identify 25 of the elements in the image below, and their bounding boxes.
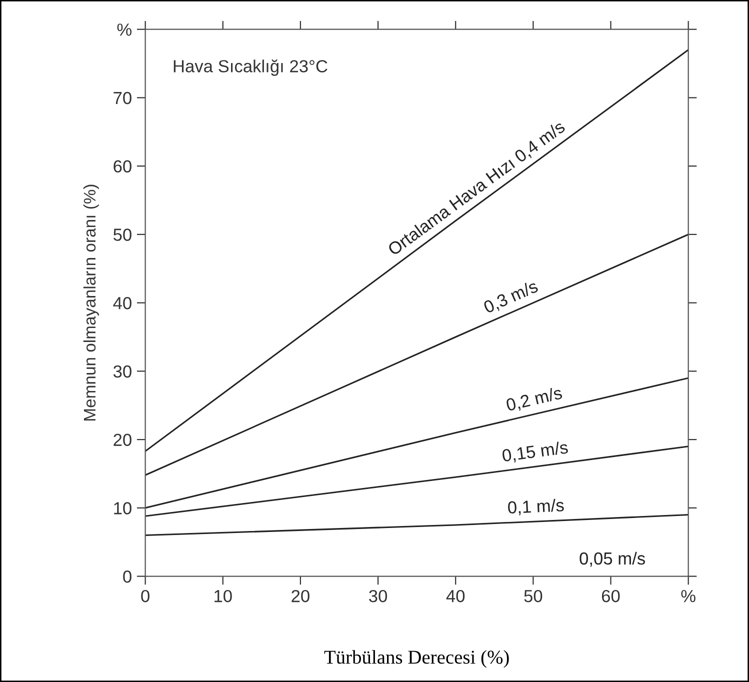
x-tick-label: 50 [524, 590, 542, 602]
text: 0,2 m/s [506, 386, 564, 414]
text: 0,3 m/s [482, 279, 540, 316]
x-axis-title: Türbülans Derecesi (%) [324, 650, 509, 668]
annotation: Hava Sıcaklığı 23°C [174, 59, 328, 76]
x-tick-label: % [681, 590, 696, 602]
y-axis-title: Memnun olmayanların oranı (%) [83, 184, 99, 420]
text: 0,15 m/s [502, 440, 568, 464]
x-tick-label: 30 [369, 590, 388, 602]
x-tick-label: 10 [214, 590, 232, 602]
x-tick-label: 0 [141, 590, 150, 602]
annotation: 0,05 m/s [580, 552, 645, 567]
y-tick-label: 20 [114, 434, 132, 446]
y-tick-label: 10 [114, 502, 132, 514]
x-tick-label: 20 [292, 590, 310, 602]
y-tick-label: 70 [114, 92, 132, 104]
x-tick-label: 40 [446, 590, 465, 602]
series-label: 0,1 m/s [508, 498, 564, 516]
y-tick-label: 40 [113, 296, 132, 310]
y-tick-label: 0 [123, 570, 132, 583]
y-tick-label: 50 [113, 228, 132, 241]
x-tick-label: 60 [602, 590, 620, 602]
y-tick-label: 60 [114, 160, 132, 173]
y-tick-label: 30 [113, 365, 132, 378]
y-tick-label: % [117, 24, 132, 36]
